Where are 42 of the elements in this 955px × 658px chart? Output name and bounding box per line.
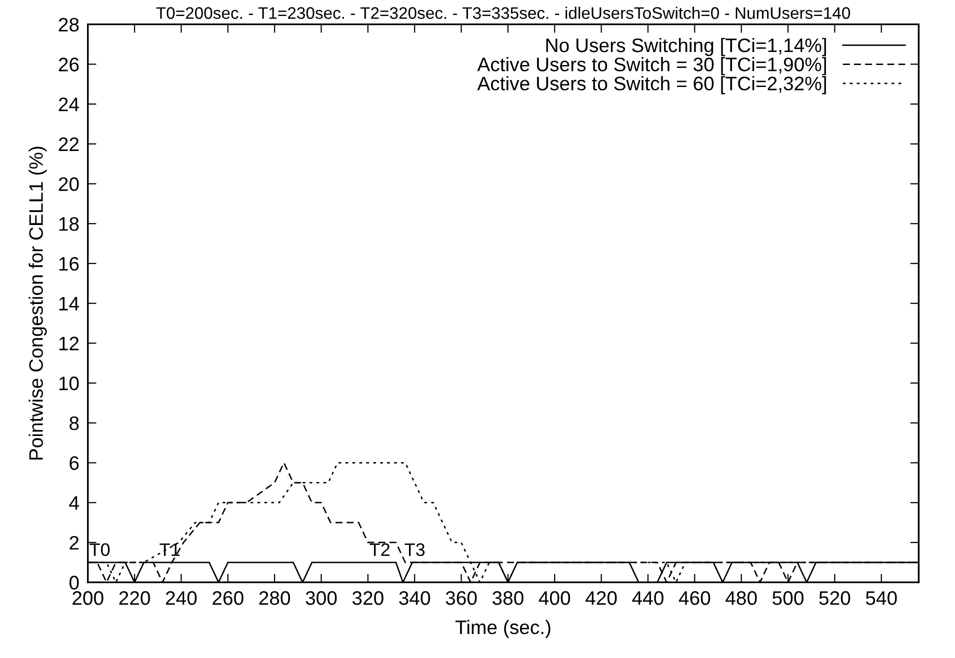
annotation: T3 bbox=[404, 543, 425, 556]
x-tick-label: 440 bbox=[632, 591, 664, 605]
x-tick-label: 280 bbox=[259, 591, 290, 605]
annotation: T2 bbox=[370, 543, 390, 556]
x-tick-label: 400 bbox=[538, 591, 570, 605]
x-tick-label: 480 bbox=[726, 591, 757, 605]
x-tick-label: 380 bbox=[492, 591, 524, 605]
annotation: T0 bbox=[90, 543, 110, 556]
y-tick-label: 14 bbox=[59, 297, 79, 310]
x-tick-label: 460 bbox=[678, 591, 710, 605]
x-tick-label: 520 bbox=[819, 591, 850, 605]
y-axis-title: Pointwise Congestion for CELL1 (%) bbox=[28, 146, 47, 460]
y-tick-label: 6 bbox=[70, 456, 79, 470]
y-tick-label: 4 bbox=[69, 496, 79, 510]
x-tick-label: 240 bbox=[166, 591, 197, 605]
x-tick-label: 420 bbox=[586, 591, 617, 605]
x-tick-label: 300 bbox=[306, 591, 337, 605]
y-tick-label: 12 bbox=[59, 336, 79, 350]
y-tick-label: 28 bbox=[58, 18, 79, 32]
y-tick-label: 8 bbox=[70, 416, 79, 430]
legend-label: Active Users to Switch = 30 [TCi=1,90%] bbox=[477, 57, 826, 76]
x-tick-label: 320 bbox=[352, 591, 384, 605]
x-axis-title: Time (sec.) bbox=[455, 620, 550, 638]
y-tick-label: 20 bbox=[58, 177, 79, 192]
y-tick-label: 2 bbox=[70, 536, 79, 550]
legend-label: No Users Switching [TCi=1,14%] bbox=[546, 38, 826, 56]
y-tick-label: 26 bbox=[58, 58, 79, 72]
x-tick-label: 500 bbox=[772, 591, 804, 605]
x-tick-label: 200 bbox=[72, 591, 104, 605]
y-tick-label: 22 bbox=[58, 137, 79, 151]
x-tick-label: 220 bbox=[119, 591, 150, 605]
y-tick-label: 0 bbox=[69, 576, 79, 590]
x-tick-label: 540 bbox=[866, 591, 897, 605]
chart-title: T0=200sec. - T1=230sec. - T2=320sec. - T3=335sec. - idleUsersToSwitch=0 - NumUsers=140 bbox=[156, 6, 850, 19]
x-tick-label: 340 bbox=[399, 591, 430, 605]
x-tick-label: 360 bbox=[446, 591, 477, 605]
legend-label: Active Users to Switch = 60 [TCi=2,32%] bbox=[477, 76, 826, 94]
x-tick-label: 260 bbox=[212, 591, 244, 605]
y-tick-label: 10 bbox=[59, 376, 79, 390]
y-tick-label: 16 bbox=[59, 256, 79, 271]
y-tick-label: 24 bbox=[58, 98, 79, 112]
y-tick-label: 18 bbox=[59, 217, 79, 231]
